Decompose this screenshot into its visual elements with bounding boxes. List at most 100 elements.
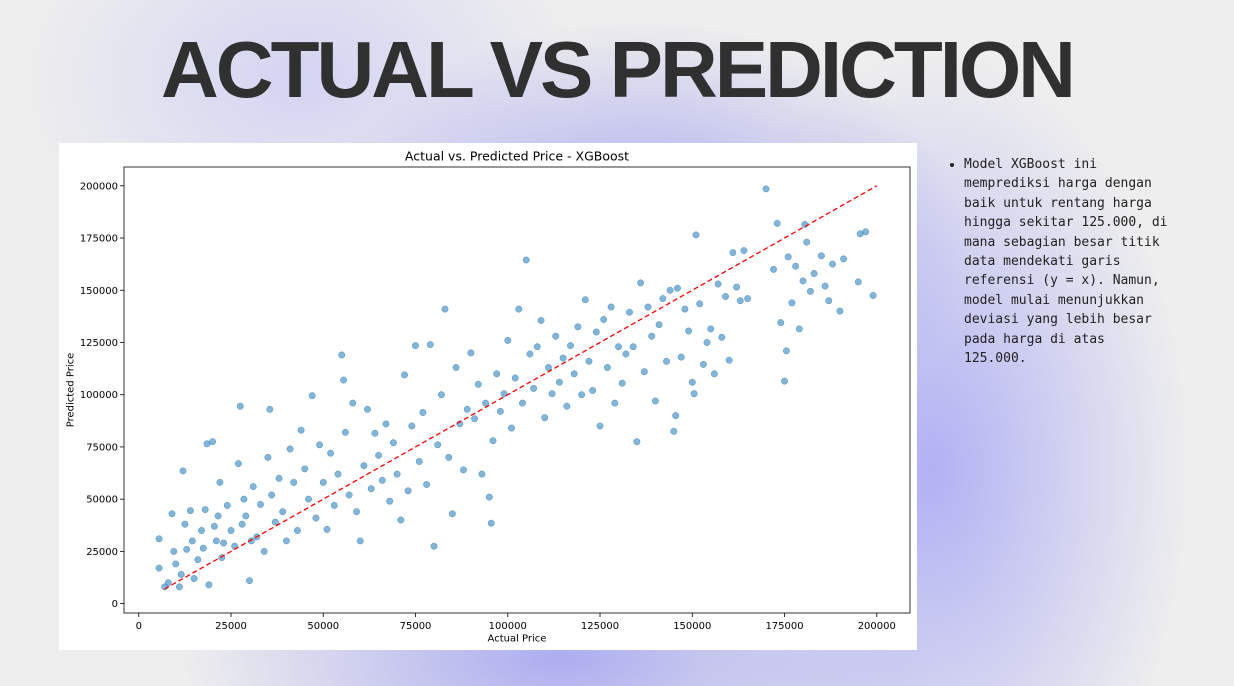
data-point	[164, 579, 172, 587]
data-point	[489, 437, 497, 445]
data-point	[574, 323, 582, 331]
data-point	[415, 458, 423, 465]
data-point	[246, 577, 253, 585]
data-point	[482, 399, 490, 407]
data-point	[699, 360, 707, 368]
data-point	[155, 535, 163, 543]
data-point	[714, 280, 722, 288]
data-point	[452, 364, 460, 371]
data-point	[155, 564, 163, 572]
data-point	[696, 300, 704, 308]
x-tick-label: 100000	[489, 621, 527, 632]
data-point	[777, 319, 785, 327]
data-point	[854, 278, 862, 286]
scatter-chart: Actual vs. Predicted Price - XGBoost 0 25…	[59, 143, 917, 650]
data-point	[544, 364, 552, 371]
data-point	[744, 295, 752, 303]
data-point	[799, 277, 807, 285]
data-point	[234, 460, 242, 468]
data-point	[282, 537, 290, 545]
data-point	[266, 405, 274, 413]
data-point	[183, 545, 191, 553]
data-point	[445, 453, 453, 461]
data-point	[563, 402, 571, 410]
data-point	[626, 308, 633, 316]
data-point	[175, 583, 183, 591]
data-point	[493, 370, 501, 378]
data-point	[784, 253, 792, 261]
data-point	[190, 575, 198, 582]
data-point	[194, 556, 202, 564]
data-point	[618, 379, 626, 387]
data-point	[441, 305, 449, 313]
data-point	[548, 390, 556, 398]
data-point	[644, 303, 652, 311]
data-point	[478, 470, 486, 478]
data-point	[840, 255, 848, 263]
data-point	[268, 491, 276, 499]
data-point	[305, 495, 312, 503]
data-point	[552, 332, 560, 340]
data-point	[279, 508, 287, 516]
data-point	[223, 501, 231, 509]
data-point	[389, 439, 397, 447]
data-point	[592, 328, 600, 336]
data-point	[249, 483, 257, 491]
data-point	[188, 537, 196, 545]
data-point	[600, 316, 608, 323]
data-point	[290, 478, 298, 486]
data-point	[353, 508, 360, 516]
data-point	[334, 470, 342, 478]
data-point	[419, 409, 427, 416]
data-point	[264, 453, 272, 461]
data-point	[404, 487, 412, 495]
data-point	[788, 299, 796, 307]
data-point	[651, 397, 659, 405]
data-point	[825, 297, 833, 305]
data-point	[770, 265, 777, 273]
data-point	[530, 384, 538, 392]
data-point	[821, 282, 829, 290]
data-point	[316, 441, 324, 449]
x-tick-label: 25000	[215, 621, 247, 632]
data-point	[242, 512, 250, 520]
data-point	[393, 470, 401, 478]
data-point	[773, 219, 781, 227]
y-tick-label: 125000	[80, 338, 118, 349]
data-point	[199, 544, 207, 552]
data-point	[301, 465, 309, 473]
data-point	[177, 570, 185, 578]
data-point	[401, 371, 408, 379]
data-point	[690, 390, 698, 398]
data-point	[522, 256, 530, 264]
y-tick-label: 175000	[80, 234, 118, 245]
data-point	[487, 519, 495, 527]
data-point	[181, 520, 189, 528]
data-point	[829, 260, 836, 268]
data-point	[670, 427, 678, 435]
data-point	[349, 399, 357, 407]
data-point	[216, 478, 224, 486]
data-point	[578, 391, 586, 399]
data-point	[795, 325, 803, 333]
data-point	[685, 327, 693, 335]
data-point	[198, 527, 205, 534]
data-point	[271, 518, 279, 526]
data-point	[345, 491, 353, 499]
data-point	[806, 287, 814, 295]
data-point	[640, 368, 648, 376]
data-point	[205, 581, 213, 589]
data-point	[382, 420, 390, 428]
data-point	[511, 374, 519, 382]
y-tick-label: 75000	[86, 442, 118, 453]
data-point	[803, 238, 811, 246]
reference-line	[164, 185, 878, 590]
data-point	[460, 466, 467, 474]
x-tick-label: 150000	[673, 621, 711, 632]
data-point	[340, 376, 348, 384]
data-point	[674, 284, 681, 292]
data-point	[240, 495, 248, 503]
data-point	[688, 378, 696, 386]
data-point	[862, 228, 870, 236]
data-point	[209, 438, 217, 446]
